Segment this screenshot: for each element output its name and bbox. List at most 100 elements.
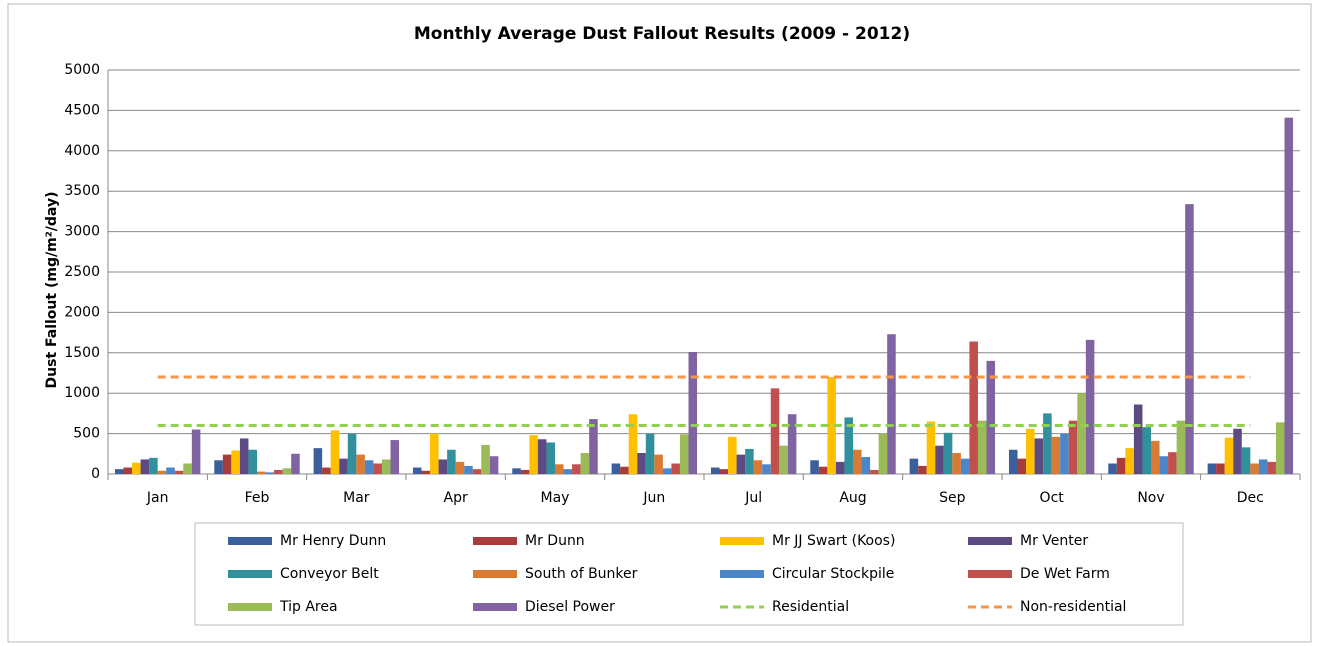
bar — [157, 470, 167, 474]
bar — [1060, 433, 1069, 474]
bar — [1034, 438, 1044, 474]
bar — [728, 436, 737, 474]
bar — [1116, 457, 1126, 474]
bar — [339, 458, 348, 474]
bar — [861, 457, 871, 474]
x-tick-label: May — [541, 490, 570, 506]
y-tick-label: 5000 — [64, 62, 100, 78]
bar — [719, 469, 729, 474]
bar — [1224, 437, 1234, 474]
legend-label: De Wet Farm — [1020, 566, 1110, 582]
y-tick-label: 4000 — [64, 143, 100, 159]
bar — [330, 430, 340, 474]
x-tick-label: Dec — [1237, 490, 1264, 506]
bar — [481, 444, 490, 474]
bar — [231, 450, 240, 474]
chart-title: Monthly Average Dust Fallout Results (20… — [414, 24, 910, 44]
bar — [818, 466, 828, 474]
bar — [645, 433, 655, 474]
bar — [662, 468, 672, 474]
bar — [870, 469, 879, 474]
legend-swatch — [228, 603, 272, 611]
bar — [753, 460, 763, 474]
bar — [274, 469, 283, 474]
bar — [853, 449, 862, 474]
bar — [1151, 440, 1160, 474]
y-tick-label: 1500 — [64, 345, 100, 361]
bar — [1108, 463, 1117, 474]
bar — [671, 463, 680, 474]
bar — [282, 468, 292, 474]
bar — [918, 465, 927, 474]
y-tick-label: 500 — [73, 426, 100, 442]
bar — [960, 458, 970, 474]
y-tick-label: 1000 — [64, 385, 100, 401]
bar — [464, 465, 473, 474]
bar — [356, 454, 365, 474]
bar — [364, 460, 374, 474]
legend-label: Conveyor Belt — [280, 566, 379, 582]
bar — [589, 419, 598, 474]
bar — [1275, 422, 1285, 474]
y-axis-label: Dust Fallout (mg/m²/day) — [44, 192, 60, 389]
bar — [114, 469, 124, 474]
bar — [1207, 463, 1217, 474]
bar — [909, 458, 919, 474]
bar — [1250, 463, 1259, 474]
bar — [810, 460, 819, 474]
bar — [563, 469, 573, 474]
bar — [1168, 452, 1177, 474]
bar — [637, 452, 646, 474]
legend-label: Mr Dunn — [525, 533, 585, 549]
legend-label: Tip Area — [279, 599, 338, 615]
bar — [628, 414, 638, 474]
legend-swatch — [968, 537, 1012, 545]
x-tick-label: Mar — [343, 490, 370, 506]
y-tick-label: 2500 — [64, 264, 100, 280]
bar — [1077, 393, 1086, 474]
bar — [430, 433, 439, 474]
bar — [123, 467, 133, 474]
bar — [926, 421, 936, 474]
bar — [222, 454, 232, 474]
bar — [835, 461, 845, 474]
y-tick-label: 3000 — [64, 224, 100, 240]
bar — [512, 468, 521, 474]
legend-swatch — [473, 603, 517, 611]
legend-swatch — [720, 570, 764, 578]
bar — [844, 417, 853, 474]
bar — [132, 462, 141, 474]
legend-label: Diesel Power — [525, 599, 615, 615]
chart-frame — [7, 3, 1312, 643]
bar — [421, 470, 431, 474]
bar — [257, 471, 266, 474]
bar — [537, 439, 547, 474]
bar — [546, 442, 555, 474]
bar — [183, 463, 192, 474]
x-tick-label: Oct — [1040, 490, 1065, 506]
bar — [1233, 428, 1242, 474]
bar — [1043, 413, 1052, 474]
x-tick-label: Jun — [642, 490, 665, 506]
legend-swatch — [968, 570, 1012, 578]
x-tick-label: Feb — [245, 490, 270, 506]
bar — [373, 463, 382, 474]
bar — [1085, 339, 1095, 474]
legend-label: Mr JJ Swart (Koos) — [772, 533, 895, 549]
x-tick-label: Aug — [839, 490, 866, 506]
bar — [265, 472, 275, 474]
bar — [688, 351, 698, 474]
bar — [787, 414, 797, 474]
bar — [969, 341, 978, 474]
bar — [1125, 448, 1134, 474]
bar — [291, 453, 300, 474]
legend-swatch — [473, 537, 517, 545]
bar — [1241, 447, 1251, 474]
bar — [1068, 420, 1078, 474]
legend-label: Residential — [772, 599, 849, 615]
bar — [174, 470, 184, 474]
bar — [1008, 449, 1018, 474]
bar — [1051, 436, 1061, 474]
bar — [1267, 461, 1276, 474]
bar — [762, 464, 771, 474]
